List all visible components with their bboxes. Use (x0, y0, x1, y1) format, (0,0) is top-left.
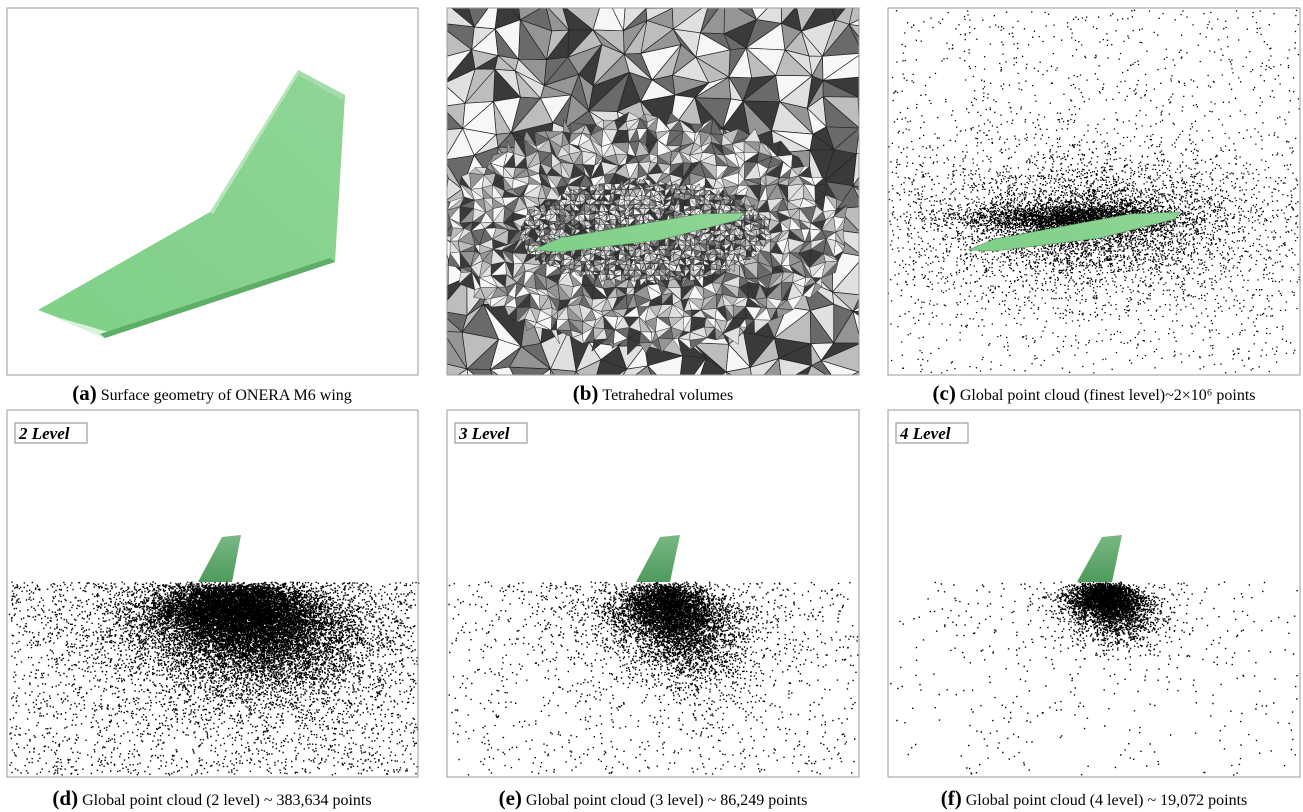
level-panel: 2 Level (9, 423, 420, 775)
level-label: 3 Level (458, 424, 510, 443)
caption: (c)Global point cloud (finest level)~2×1… (933, 381, 1256, 405)
wing-planform (636, 535, 680, 582)
mesh (431, 0, 916, 424)
wing-planform (1077, 535, 1122, 582)
wing-surface (38, 70, 345, 338)
caption: (e)Global point cloud (3 level) ~ 86,249… (499, 786, 808, 810)
caption: (a)Surface geometry of ONERA M6 wing (72, 381, 352, 405)
level-label: 4 Level (899, 424, 951, 443)
points (890, 582, 1298, 775)
figure: 2 Level 3 Level 4 Level (a)Surface geometr… (0, 0, 1303, 812)
caption: (d)Global point cloud (2 level) ~ 383,63… (52, 786, 371, 810)
level-panel: 3 Level (448, 423, 858, 775)
caption-text: Global point cloud (2 level) ~ 383,634 p… (82, 792, 372, 809)
level-label: 2 Level (18, 424, 70, 443)
caption: (f)Global point cloud (4 level) ~ 19,072… (941, 786, 1248, 810)
caption-label: (f) (941, 786, 962, 810)
caption: (b)Tetrahedral volumes (573, 381, 734, 405)
caption-label: (c) (933, 381, 956, 405)
level-panel: 4 Level (890, 423, 1298, 775)
caption-text: Surface geometry of ONERA M6 wing (101, 387, 352, 404)
caption-text: Global point cloud (4 level) ~ 19,072 po… (966, 792, 1248, 809)
caption-label: (d) (52, 786, 78, 810)
points (9, 582, 420, 775)
wing-planform (198, 535, 241, 582)
points (448, 582, 858, 775)
caption-text: Global point cloud (3 level) ~ 86,249 po… (526, 792, 808, 809)
caption-text: Global point cloud (finest level)~2×10⁶ … (960, 387, 1256, 404)
caption-label: (b) (573, 381, 599, 405)
caption-label: (a) (72, 381, 97, 405)
caption-text: Tetrahedral volumes (602, 387, 733, 404)
caption-label: (e) (499, 786, 522, 810)
